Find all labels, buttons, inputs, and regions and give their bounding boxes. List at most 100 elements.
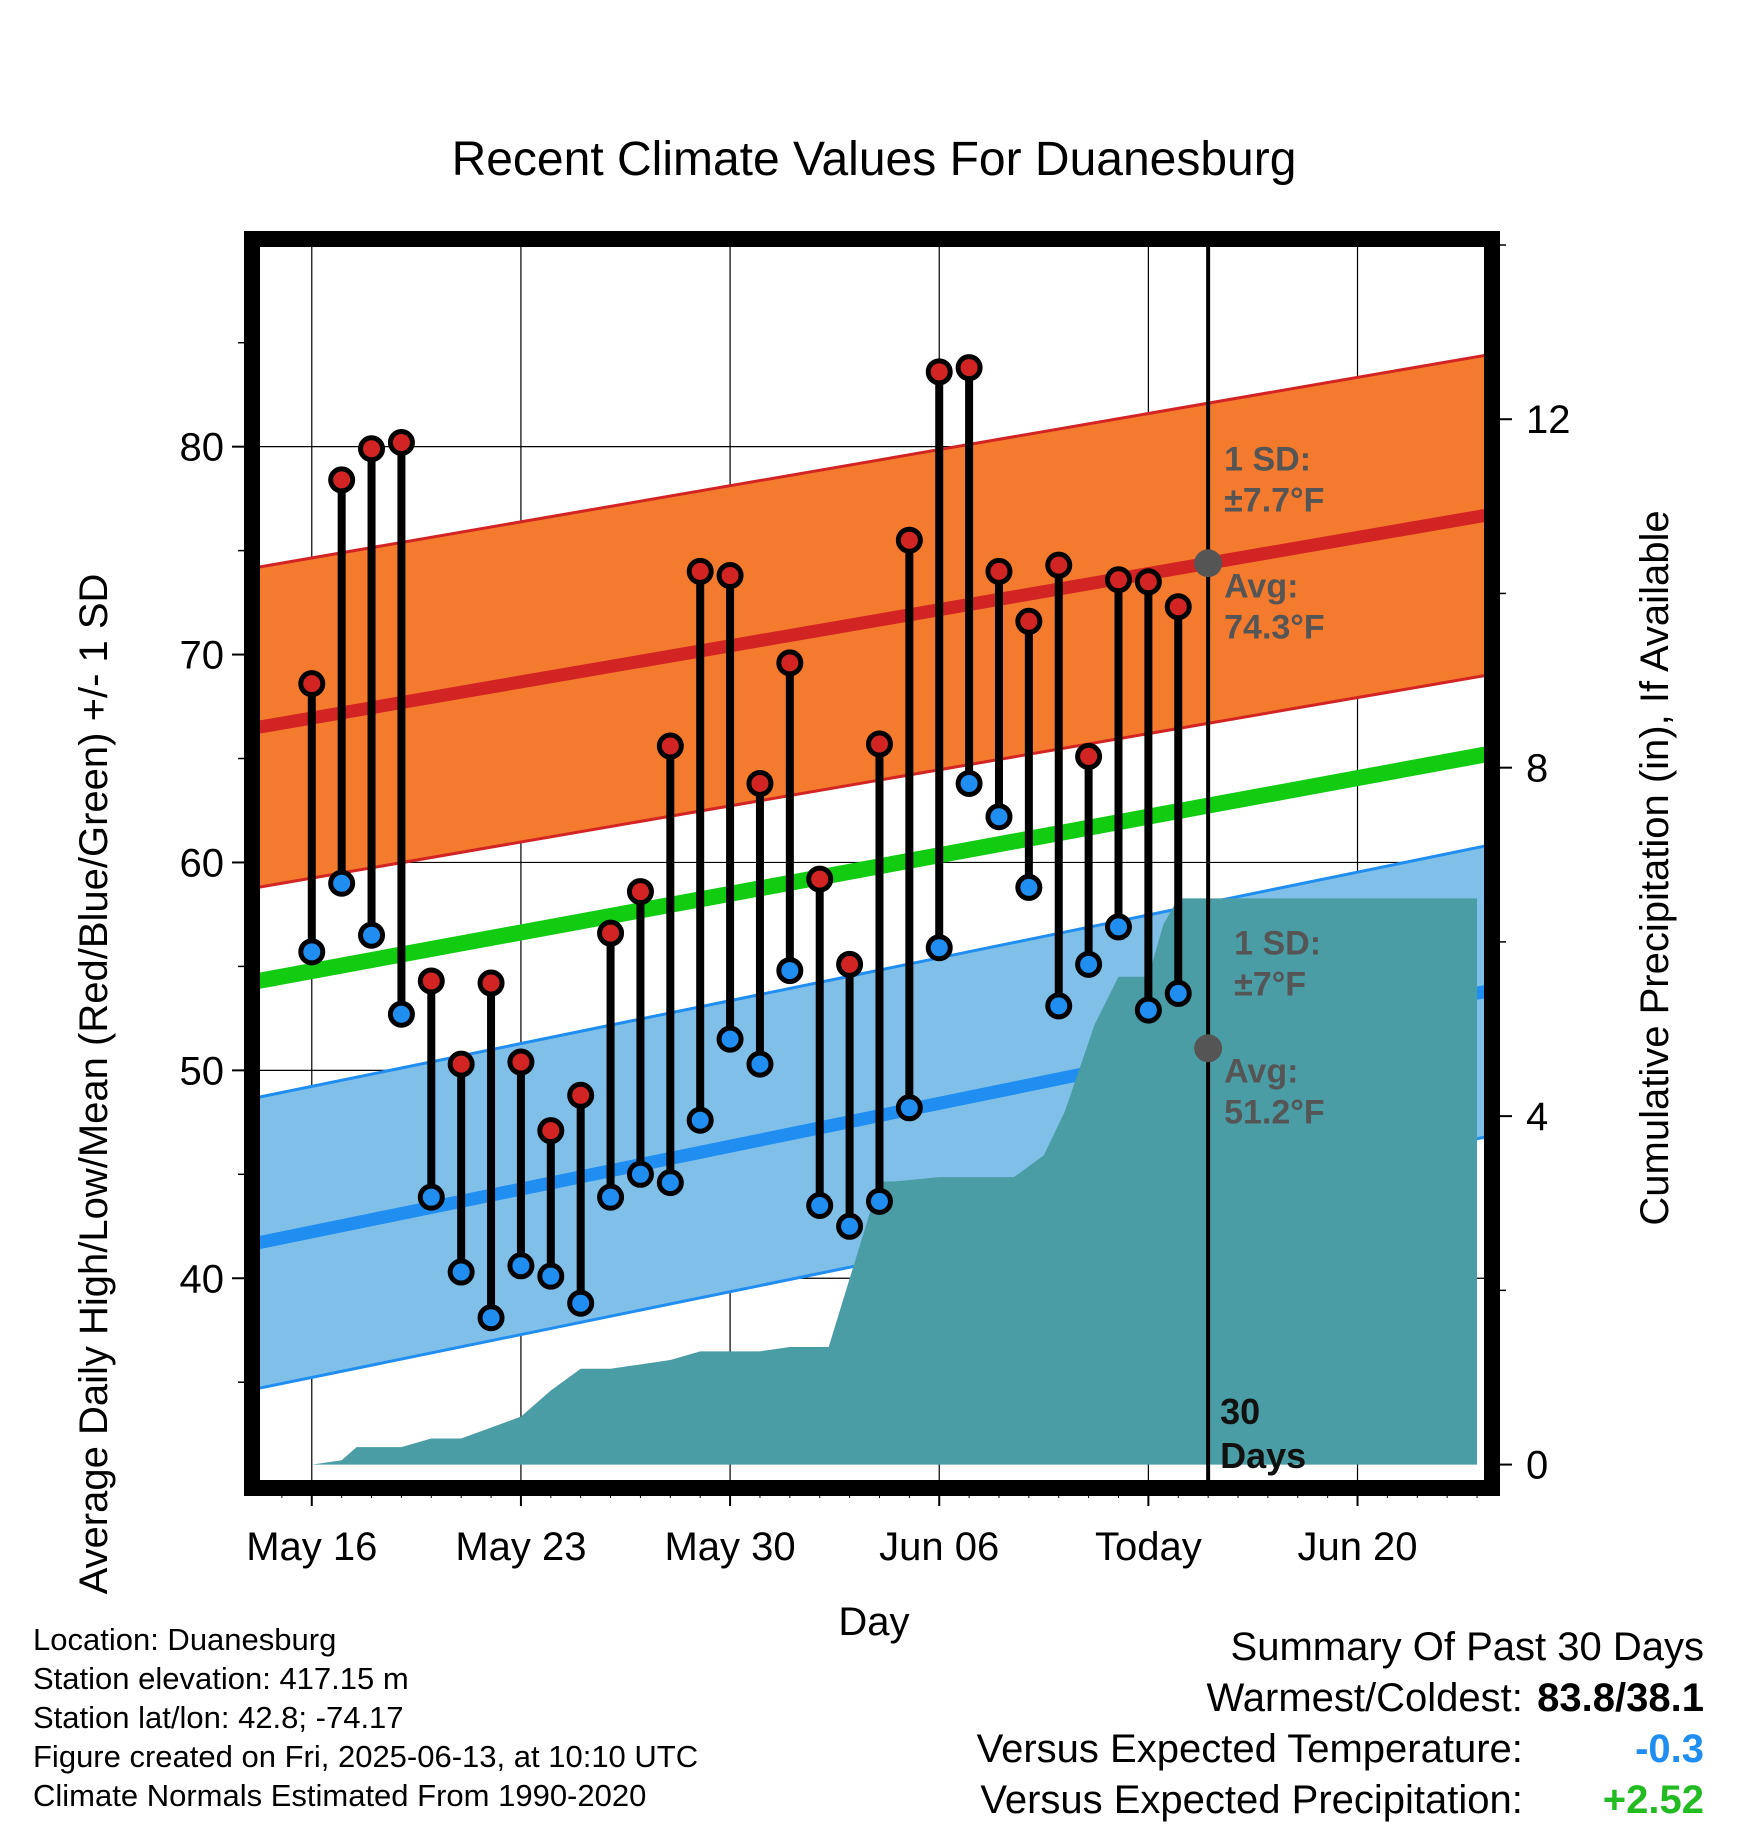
daily-high-point bbox=[417, 967, 445, 995]
daily-high-point bbox=[656, 732, 684, 760]
normal-high-line bbox=[256, 508, 1488, 734]
high-sd-band-lower-edge bbox=[257, 673, 1487, 889]
daily-low-point bbox=[806, 1191, 834, 1219]
daily-low-point bbox=[836, 1212, 864, 1240]
climate-normals: Climate Normals Estimated From 1990-2020 bbox=[33, 1778, 647, 1813]
daily-low-point bbox=[955, 769, 983, 797]
days-unit-label: Days bbox=[1220, 1435, 1306, 1476]
daily-high-point bbox=[776, 649, 804, 677]
y-tick-label-left: 50 bbox=[180, 1049, 225, 1093]
daily-high-point bbox=[298, 670, 326, 698]
station-location: Location: Duanesburg bbox=[33, 1622, 337, 1657]
daily-high-point bbox=[358, 435, 386, 463]
warm-cold-label: Warmest/Coldest: bbox=[1206, 1676, 1523, 1720]
daily-high-point bbox=[925, 358, 953, 386]
daily-high-point bbox=[597, 919, 625, 947]
daily-low-point bbox=[746, 1050, 774, 1078]
daily-low-point bbox=[985, 803, 1013, 831]
daily-low-point bbox=[298, 938, 326, 966]
daily-low-point bbox=[716, 1025, 744, 1053]
precipitation-area bbox=[311, 898, 1478, 1465]
chart-title: Recent Climate Values For Duanesburg bbox=[452, 133, 1297, 186]
high-avg-label: Avg: bbox=[1224, 567, 1298, 605]
daily-low-point bbox=[1164, 979, 1192, 1007]
daily-high-point bbox=[1045, 551, 1073, 579]
y-tick-label-left: 40 bbox=[180, 1257, 225, 1301]
low-sd-value: ±7°F bbox=[1234, 965, 1306, 1003]
daily-low-point bbox=[328, 869, 356, 897]
high-sd-label: 1 SD: bbox=[1224, 440, 1311, 478]
y-tick-label-right: 0 bbox=[1526, 1444, 1548, 1488]
summary-temperature: Versus Expected Temperature: -0.3 bbox=[977, 1724, 1704, 1775]
x-tick-label: May 30 bbox=[664, 1525, 795, 1569]
today-high-normal-marker bbox=[1194, 549, 1223, 578]
daily-high-point bbox=[865, 730, 893, 758]
x-axis-label: Day bbox=[838, 1600, 909, 1644]
daily-high-point bbox=[1104, 566, 1132, 594]
station-info: Location: Duanesburg Station elevation: … bbox=[33, 1620, 698, 1815]
daily-high-point bbox=[567, 1081, 595, 1109]
daily-high-point bbox=[1164, 593, 1192, 621]
x-tick-label: May 16 bbox=[246, 1525, 377, 1569]
normal-mean-line bbox=[256, 746, 1488, 989]
daily-high-point bbox=[1075, 742, 1103, 770]
daily-high-point bbox=[387, 429, 415, 457]
y-axis-label-left: Average Daily High/Low/Mean (Red/Blue/Gr… bbox=[72, 574, 116, 1595]
daily-high-point bbox=[477, 969, 505, 997]
daily-high-point bbox=[955, 354, 983, 382]
precip-label: Versus Expected Precipitation: bbox=[980, 1778, 1523, 1822]
daily-high-point bbox=[1015, 607, 1043, 635]
x-tick-label: Jun 06 bbox=[879, 1525, 999, 1569]
daily-low-point bbox=[865, 1187, 893, 1215]
daily-low-point bbox=[507, 1252, 535, 1280]
summary-warm-cold: Warmest/Coldest: 83.8/38.1 bbox=[977, 1673, 1705, 1724]
station-latlon: Station lat/lon: 42.8; -74.17 bbox=[33, 1700, 404, 1735]
y-tick-label-left: 70 bbox=[180, 634, 225, 678]
daily-low-point bbox=[567, 1289, 595, 1317]
days-count-label: 30 bbox=[1220, 1391, 1260, 1432]
daily-low-point bbox=[686, 1106, 714, 1134]
warm-cold-value: 83.8/38.1 bbox=[1537, 1676, 1704, 1720]
high-avg-value: 74.3°F bbox=[1224, 608, 1325, 646]
low-avg-value: 51.2°F bbox=[1224, 1093, 1325, 1131]
plot-frame bbox=[244, 231, 1500, 1496]
daily-high-point bbox=[985, 557, 1013, 585]
x-tick-label: Jun 20 bbox=[1297, 1525, 1417, 1569]
daily-low-point bbox=[626, 1160, 654, 1188]
daily-high-point bbox=[836, 950, 864, 978]
temp-label: Versus Expected Temperature: bbox=[976, 1727, 1523, 1771]
daily-low-point bbox=[358, 921, 386, 949]
daily-low-point bbox=[1075, 950, 1103, 978]
today-low-normal-marker bbox=[1194, 1034, 1223, 1063]
summary-heading: Summary Of Past 30 Days bbox=[1230, 1625, 1704, 1669]
daily-high-point bbox=[447, 1050, 475, 1078]
daily-high-point bbox=[716, 562, 744, 590]
y-axis-label-right: Cumulative Precipitation (in), If Availa… bbox=[1633, 510, 1677, 1225]
daily-low-point bbox=[447, 1258, 475, 1286]
y-tick-label-left: 80 bbox=[180, 426, 225, 470]
summary-precipitation: Versus Expected Precipitation: +2.52 bbox=[977, 1775, 1704, 1826]
daily-high-point bbox=[746, 769, 774, 797]
daily-low-point bbox=[1104, 913, 1132, 941]
daily-high-point bbox=[328, 466, 356, 494]
low-sd-label: 1 SD: bbox=[1234, 924, 1321, 962]
y-tick-label-right: 4 bbox=[1526, 1095, 1548, 1139]
daily-low-point bbox=[477, 1304, 505, 1332]
daily-low-point bbox=[925, 934, 953, 962]
daily-high-point bbox=[895, 526, 923, 554]
daily-high-point bbox=[806, 865, 834, 893]
low-avg-label: Avg: bbox=[1224, 1052, 1298, 1090]
y-tick-label-right: 8 bbox=[1526, 747, 1548, 791]
y-tick-label-left: 60 bbox=[180, 841, 225, 885]
daily-low-point bbox=[1045, 992, 1073, 1020]
daily-high-point bbox=[626, 878, 654, 906]
high-sd-band-upper-edge bbox=[257, 353, 1487, 569]
figure-created: Figure created on Fri, 2025-06-13, at 10… bbox=[33, 1739, 699, 1774]
daily-low-point bbox=[417, 1183, 445, 1211]
x-tick-label: May 23 bbox=[455, 1525, 586, 1569]
daily-low-point bbox=[537, 1262, 565, 1290]
daily-high-point bbox=[1134, 568, 1162, 596]
precip-value: +2.52 bbox=[1602, 1778, 1704, 1822]
high-sd-value: ±7.7°F bbox=[1224, 481, 1324, 519]
